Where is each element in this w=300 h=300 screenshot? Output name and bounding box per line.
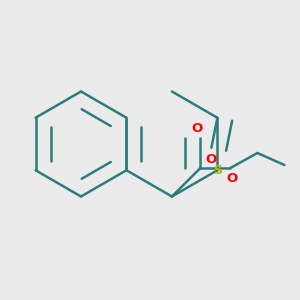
Text: O: O bbox=[226, 172, 238, 185]
Text: O: O bbox=[192, 122, 203, 135]
Text: S: S bbox=[213, 164, 222, 177]
Text: O: O bbox=[206, 153, 217, 166]
